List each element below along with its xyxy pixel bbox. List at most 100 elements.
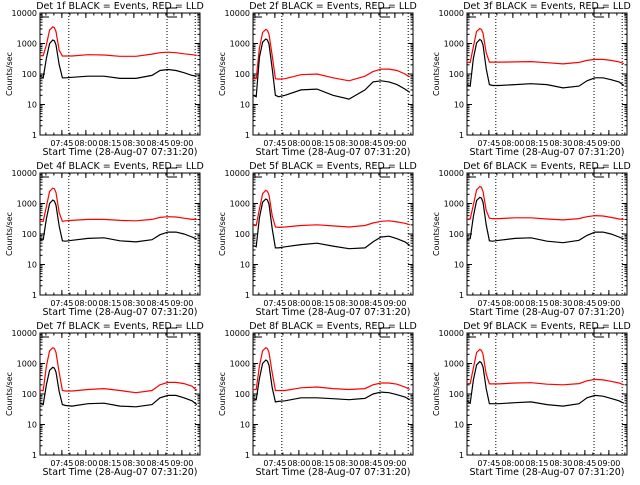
y-axis-label: Counts/sec bbox=[218, 212, 227, 256]
panel-title: Det 4f BLACK = Events, RED = LLD bbox=[36, 161, 204, 172]
interval-end-marker bbox=[593, 327, 605, 338]
plot-frame bbox=[39, 12, 201, 136]
interval-start-marker bbox=[254, 173, 262, 178]
x-tick-label: 08:00 bbox=[74, 299, 97, 308]
plot-frame bbox=[252, 12, 414, 136]
x-tick-label: 08:30 bbox=[122, 139, 145, 148]
y-tick-label: 1000 bbox=[230, 200, 250, 209]
panel-title: Det 8f BLACK = Events, RED = LLD bbox=[249, 321, 417, 332]
detector-panel-6: Det 6f BLACK = Events, RED = LLD 1 10 100 10… bbox=[432, 161, 631, 318]
y-tick-label: 1 bbox=[32, 291, 37, 300]
x-tick-label: 08:45 bbox=[359, 459, 382, 468]
y-tick-label: 100 bbox=[22, 230, 37, 239]
y-tick-label: 100 bbox=[449, 70, 464, 79]
lld-series-line bbox=[40, 187, 197, 222]
panel-title: Det 5f BLACK = Events, RED = LLD bbox=[249, 161, 417, 172]
y-tick-label: 1 bbox=[459, 131, 464, 140]
y-tick-label: 1 bbox=[245, 131, 250, 140]
detector-panel-2: Det 2f BLACK = Events, RED = LLD 1 10 100 10… bbox=[218, 1, 417, 158]
y-tick-label: 10000 bbox=[12, 169, 37, 178]
x-axis-label: Start Time (28-Aug-07 07:31:20) bbox=[470, 147, 625, 158]
y-axis-label: Counts/sec bbox=[5, 372, 14, 416]
panel-title: Det 6f BLACK = Events, RED = LLD bbox=[463, 161, 631, 172]
y-tick-label: 10000 bbox=[439, 169, 464, 178]
y-axis-label: Counts/sec bbox=[218, 52, 227, 96]
x-tick-label: 08:30 bbox=[335, 459, 358, 468]
interval-start-marker bbox=[254, 333, 262, 338]
x-tick-label: 07:45 bbox=[50, 299, 73, 308]
panel-title: Det 2f BLACK = Events, RED = LLD bbox=[249, 1, 417, 12]
x-tick-label: 08:45 bbox=[146, 459, 169, 468]
x-axis-label: Start Time (28-Aug-07 07:31:20) bbox=[256, 147, 411, 158]
x-tick-label: 08:15 bbox=[311, 459, 334, 468]
x-axis-label: Start Time (28-Aug-07 07:31:20) bbox=[256, 307, 411, 318]
interval-end-marker bbox=[379, 327, 391, 338]
interval-end-marker bbox=[379, 167, 391, 178]
y-tick-label: 10 bbox=[240, 101, 250, 110]
x-tick-label: 08:00 bbox=[501, 459, 524, 468]
x-tick-label: 08:30 bbox=[335, 139, 358, 148]
x-tick-label: 08:15 bbox=[311, 299, 334, 308]
events-series-line bbox=[252, 38, 411, 100]
x-tick-label: 08:45 bbox=[573, 459, 596, 468]
interval-start-marker bbox=[468, 333, 476, 338]
x-tick-label: 08:30 bbox=[122, 299, 145, 308]
detector-panel-5: Det 5f BLACK = Events, RED = LLD 1 10 100 10… bbox=[218, 161, 417, 318]
x-tick-label: 08:15 bbox=[525, 299, 548, 308]
y-tick-label: 10 bbox=[454, 261, 464, 270]
x-tick-label: 08:00 bbox=[287, 299, 310, 308]
y-tick-label: 1000 bbox=[444, 200, 464, 209]
y-axis-label: Counts/sec bbox=[432, 212, 441, 256]
x-tick-label: 08:00 bbox=[74, 139, 97, 148]
lld-series-line bbox=[253, 189, 410, 229]
y-tick-label: 100 bbox=[449, 230, 464, 239]
events-series-line bbox=[466, 38, 625, 89]
events-series-line bbox=[40, 199, 198, 243]
y-tick-label: 1000 bbox=[444, 40, 464, 49]
lld-series-line bbox=[467, 185, 624, 221]
x-tick-label: 07:45 bbox=[50, 139, 73, 148]
x-tick-label: 08:00 bbox=[501, 299, 524, 308]
y-tick-label: 10 bbox=[454, 101, 464, 110]
y-tick-label: 100 bbox=[235, 390, 250, 399]
interval-start-marker bbox=[468, 13, 476, 18]
plot-frame bbox=[252, 172, 414, 296]
y-tick-label: 1000 bbox=[17, 40, 37, 49]
x-tick-label: 08:15 bbox=[525, 139, 548, 148]
x-tick-label: 09:00 bbox=[597, 299, 620, 308]
detector-panel-7: Det 7f BLACK = Events, RED = LLD 1 10 100 10… bbox=[5, 321, 204, 478]
interval-end-marker bbox=[593, 167, 605, 178]
x-tick-label: 08:00 bbox=[287, 459, 310, 468]
detector-panel-3: Det 3f BLACK = Events, RED = LLD 1 10 100 10… bbox=[432, 1, 631, 158]
interval-start-marker bbox=[468, 173, 476, 178]
x-tick-label: 08:00 bbox=[287, 139, 310, 148]
x-tick-label: 08:30 bbox=[549, 139, 572, 148]
y-tick-label: 1000 bbox=[444, 360, 464, 369]
y-tick-label: 10000 bbox=[12, 9, 37, 18]
plot-frame bbox=[466, 332, 628, 456]
events-series-line bbox=[252, 198, 411, 250]
x-tick-label: 07:45 bbox=[477, 139, 500, 148]
x-tick-label: 08:15 bbox=[525, 459, 548, 468]
x-axis-label: Start Time (28-Aug-07 07:31:20) bbox=[256, 467, 411, 478]
y-tick-label: 1 bbox=[245, 291, 250, 300]
x-tick-label: 08:00 bbox=[501, 139, 524, 148]
interval-end-marker bbox=[379, 7, 391, 18]
x-tick-label: 09:00 bbox=[170, 299, 193, 308]
x-tick-label: 08:00 bbox=[74, 459, 97, 468]
x-tick-label: 07:45 bbox=[477, 299, 500, 308]
y-axis-label: Counts/sec bbox=[5, 52, 14, 96]
x-axis-label: Start Time (28-Aug-07 07:31:20) bbox=[43, 147, 198, 158]
y-tick-label: 100 bbox=[235, 230, 250, 239]
x-tick-label: 09:00 bbox=[383, 139, 406, 148]
interval-end-marker bbox=[593, 7, 605, 18]
y-tick-label: 1 bbox=[459, 451, 464, 460]
x-tick-label: 08:45 bbox=[573, 299, 596, 308]
x-axis-label: Start Time (28-Aug-07 07:31:20) bbox=[470, 467, 625, 478]
interval-end-marker bbox=[166, 327, 178, 338]
x-tick-label: 07:45 bbox=[263, 139, 286, 148]
detector-panel-4: Det 4f BLACK = Events, RED = LLD 1 10 100 10… bbox=[5, 161, 204, 318]
panel-title: Det 3f BLACK = Events, RED = LLD bbox=[463, 1, 631, 12]
x-axis-label: Start Time (28-Aug-07 07:31:20) bbox=[43, 467, 198, 478]
